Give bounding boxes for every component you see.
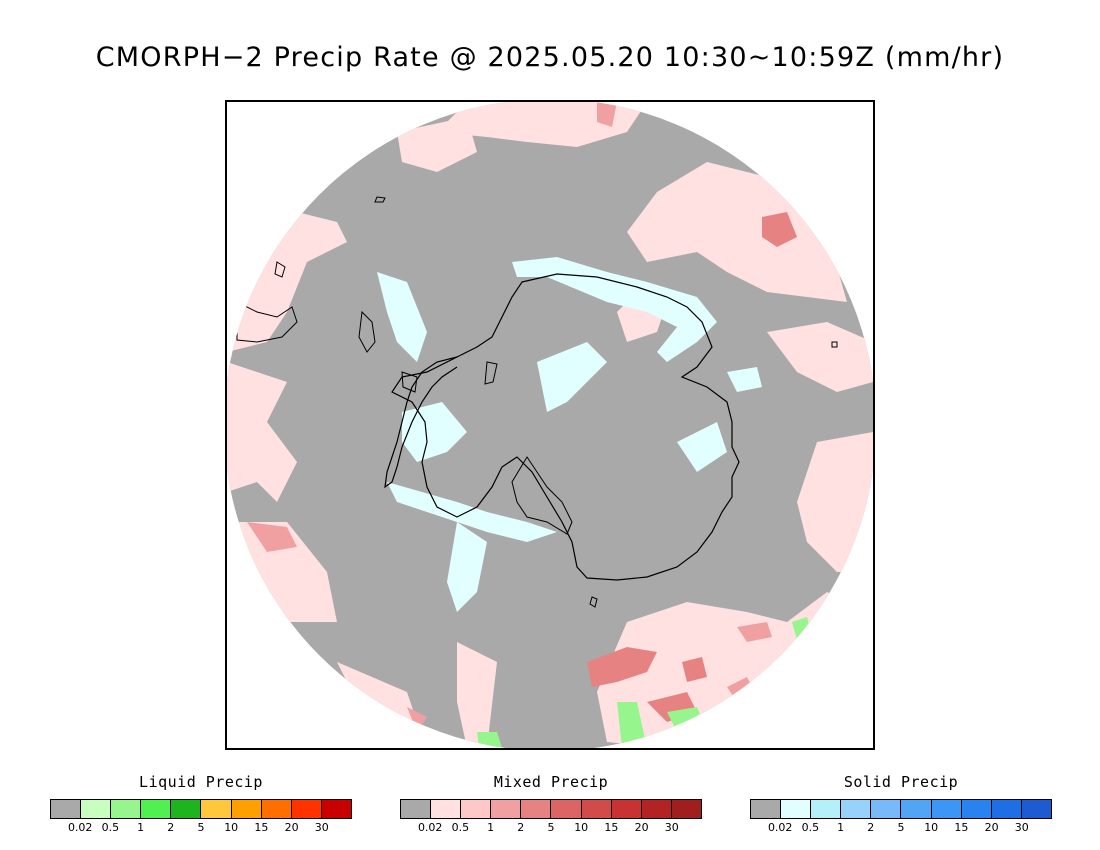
mixed-precip-moderate: [587, 212, 797, 722]
sub-antarctic-islands: [374, 196, 838, 608]
map-frame[interactable]: [225, 100, 875, 750]
legend-mixed-tick-label: 2: [517, 821, 525, 834]
legend-liquid-swatch: [111, 800, 142, 818]
legend-mixed-swatch: [551, 800, 582, 818]
legend-mixed-tick-label: 30: [664, 821, 679, 834]
legend-solid-swatch: [841, 800, 872, 818]
peninsula-islands: [358, 310, 498, 393]
legend-mixed-swatch: [671, 800, 701, 818]
legend-solid-title: Solid Precip: [843, 773, 959, 791]
legend-solid-tick-label: 0.02: [767, 821, 793, 834]
legend-liquid-swatch: [261, 800, 292, 818]
legend-mixed-swatch: [611, 800, 642, 818]
legend-solid-swatch: [871, 800, 902, 818]
legend-liquid-swatch: [141, 800, 172, 818]
legend-solid: Solid Precip 0.02 0.5 1 2 5 10 15 20 30: [750, 772, 1052, 835]
legend-liquid-swatch: [291, 800, 322, 818]
legend-liquid-tick-label: 0.5: [101, 821, 120, 834]
legend-liquid-swatch: [321, 800, 351, 818]
legend-solid-tick-label: 0.5: [801, 821, 820, 834]
legend-liquid-title: Liquid Precip: [139, 773, 263, 791]
legend-mixed-swatch: [461, 800, 492, 818]
legend-solid-swatch: [901, 800, 932, 818]
legend-mixed-title: Mixed Precip: [493, 773, 609, 791]
legend-liquid-tick-label: 15: [254, 821, 269, 834]
legend-solid-swatch: [781, 800, 812, 818]
legend-solid-tick-label: 30: [1014, 821, 1029, 834]
antarctica-coastline: [391, 273, 740, 581]
legend-solid-swatch: [1021, 800, 1051, 818]
legend-liquid-tick-label: 2: [167, 821, 175, 834]
legend-solid-swatch: [751, 800, 782, 818]
legend-mixed-swatch: [401, 800, 432, 818]
legend-solid-tick-label: 15: [954, 821, 969, 834]
legend-solid-tick-label: 10: [924, 821, 939, 834]
legend-liquid: Liquid Precip 0.02 0.5 1 2 5 10 15 20 30: [50, 772, 352, 835]
legend-mixed: Mixed Precip 0.02 0.5 1 2 5 10 15 20 30: [400, 772, 702, 835]
legend-solid-swatch: [931, 800, 962, 818]
map-disk: [227, 102, 873, 748]
legend-mixed-tick-label: 1: [487, 821, 495, 834]
legend-mixed-tick-label: 0.5: [451, 821, 470, 834]
legend-mixed-tick-label: 15: [604, 821, 619, 834]
legend-mixed-swatch: [581, 800, 612, 818]
ice-shelf-outline: [511, 456, 573, 535]
legend-liquid-tick-label: 20: [284, 821, 299, 834]
legend-solid-colorbar: [750, 799, 1052, 819]
legend-liquid-tick-label: 30: [314, 821, 329, 834]
legend-mixed-swatch: [491, 800, 522, 818]
legend-mixed-tick-label: 10: [574, 821, 589, 834]
chart-title: CMORPH−2 Precip Rate @ 2025.05.20 10:30~…: [95, 42, 1005, 73]
legend-solid-tick-label: 20: [984, 821, 999, 834]
legend-liquid-tick-label: 5: [197, 821, 205, 834]
legend-mixed-ticks: 0.02 0.5 1 2 5 10 15 20 30: [400, 821, 702, 835]
legend-liquid-swatch: [81, 800, 112, 818]
legend-liquid-ticks: 0.02 0.5 1 2 5 10 15 20 30: [50, 821, 352, 835]
legend-solid-swatch: [961, 800, 992, 818]
legend-solid-swatch: [991, 800, 1022, 818]
antarctic-peninsula-coastline: [384, 356, 458, 489]
legend-liquid-swatch: [201, 800, 232, 818]
legend-liquid-tick-label: 0.02: [67, 821, 93, 834]
legend-liquid-swatch: [231, 800, 262, 818]
legend-solid-tick-label: 2: [867, 821, 875, 834]
legend-liquid-tick-label: 10: [224, 821, 239, 834]
legend-mixed-tick-label: 0.02: [417, 821, 443, 834]
legend-mixed-swatch: [431, 800, 462, 818]
legend-mixed-colorbar: [400, 799, 702, 819]
legend-mixed-tick-label: 5: [547, 821, 555, 834]
legend-mixed-swatch: [641, 800, 672, 818]
legend-liquid-tick-label: 1: [137, 821, 145, 834]
legend-solid-swatch: [811, 800, 842, 818]
south-america-coastline: [236, 261, 298, 343]
precip-map[interactable]: [227, 102, 873, 748]
legend-solid-tick-label: 5: [897, 821, 905, 834]
legend-liquid-swatch: [171, 800, 202, 818]
legend-liquid-colorbar: [50, 799, 352, 819]
legend-mixed-swatch: [521, 800, 552, 818]
legend-solid-tick-label: 1: [837, 821, 845, 834]
solid-precip-light: [377, 257, 762, 612]
legend-solid-ticks: 0.02 0.5 1 2 5 10 15 20 30: [750, 821, 1052, 835]
legend-liquid-swatch: [51, 800, 82, 818]
legend-mixed-tick-label: 20: [634, 821, 649, 834]
